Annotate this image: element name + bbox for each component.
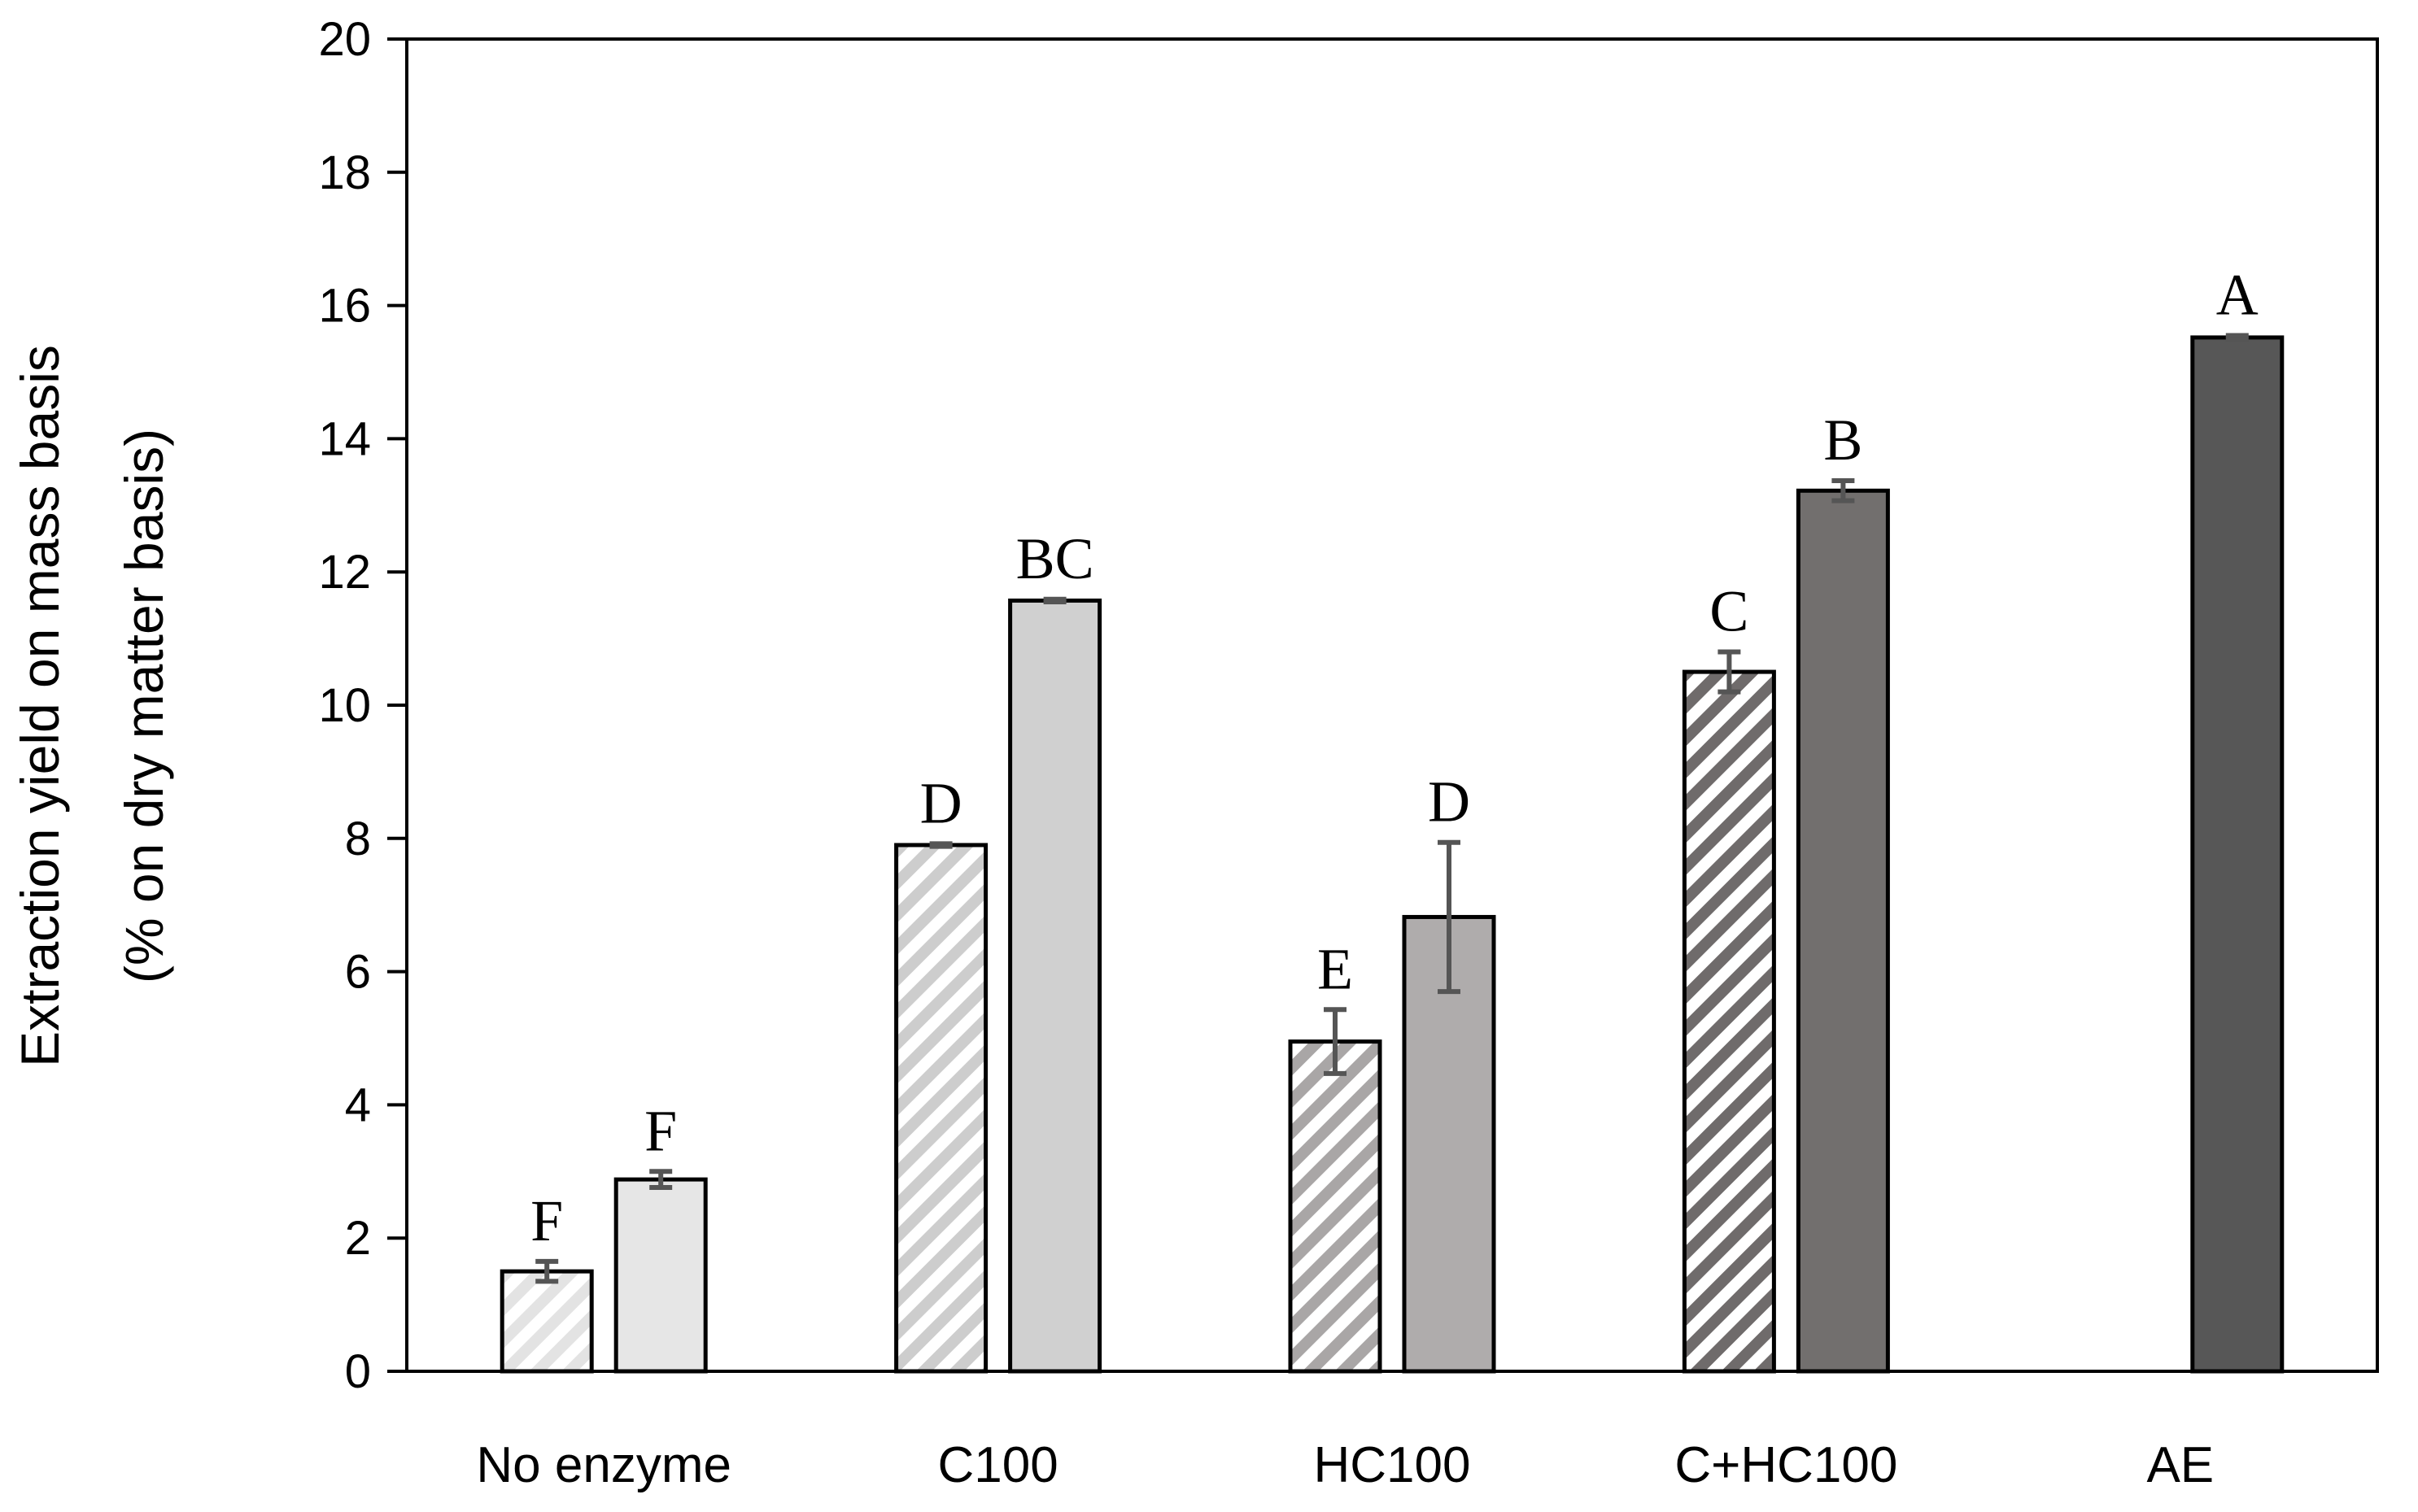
error-bar [929, 841, 953, 849]
x-axis: No enzyme C100 HC100 C+HC100 AE [476, 1437, 2214, 1493]
bar-hatched [500, 1269, 594, 1374]
bars [500, 335, 2285, 1374]
error-bar [1831, 477, 1855, 503]
y-tick-label: 12 [318, 546, 371, 599]
y-tick-label: 14 [318, 412, 371, 465]
y-tick-label: 0 [345, 1345, 371, 1398]
significance-letter: B [1823, 407, 1862, 473]
y-tick-label: 16 [318, 280, 371, 333]
error-bar [2225, 333, 2249, 342]
significance-letter: F [644, 1098, 677, 1163]
bar-solid [2190, 335, 2285, 1374]
significance-letter: BC [1016, 526, 1094, 591]
x-tick-label: HC100 [1314, 1437, 1471, 1493]
significance-letter: F [530, 1188, 563, 1253]
error-bar [535, 1258, 559, 1284]
significance-letter: D [1428, 769, 1470, 834]
plot-frame [405, 37, 2379, 1373]
significance-letter: D [920, 770, 962, 835]
y-axis-title-line1: Extraction yield on mass basis [10, 345, 70, 1067]
error-bar [1438, 839, 1460, 995]
error-bars [535, 333, 2249, 1284]
significance-letter: A [2216, 262, 2259, 327]
bar-solid [1008, 598, 1102, 1374]
bar-hatched [1288, 1039, 1382, 1374]
bar-solid [613, 1177, 708, 1374]
y-tick-label: 4 [345, 1078, 371, 1131]
error-bar [1717, 649, 1741, 695]
y-tick-label: 18 [318, 146, 371, 199]
significance-letter: E [1317, 936, 1353, 1001]
significance-letters: F D E C F BC D B A [530, 262, 2259, 1253]
x-tick-label: C+HC100 [1674, 1437, 1897, 1493]
error-bar [649, 1169, 673, 1190]
y-axis-title-line2: (% on dry matter basis) [114, 429, 174, 983]
x-tick-label: No enzyme [476, 1437, 731, 1493]
x-tick-label: AE [2146, 1437, 2214, 1493]
significance-letter: C [1709, 578, 1748, 643]
x-tick-label: C100 [937, 1437, 1058, 1493]
y-tick-label: 20 [318, 13, 371, 66]
y-tick-label: 2 [345, 1212, 371, 1265]
bar-solid [1796, 488, 1890, 1374]
bar-hatched [894, 843, 989, 1374]
y-tick-label: 8 [345, 813, 371, 865]
error-bar [1324, 1007, 1346, 1076]
y-axis-title: Extraction yield on mass basis (% on dry… [10, 345, 174, 1067]
bar-hatched [1682, 669, 1776, 1374]
y-axis: 0 2 4 6 8 10 12 14 16 18 20 [318, 13, 407, 1398]
error-bar [1043, 596, 1067, 605]
y-tick-label: 10 [318, 679, 371, 732]
y-tick-label: 6 [345, 946, 371, 999]
